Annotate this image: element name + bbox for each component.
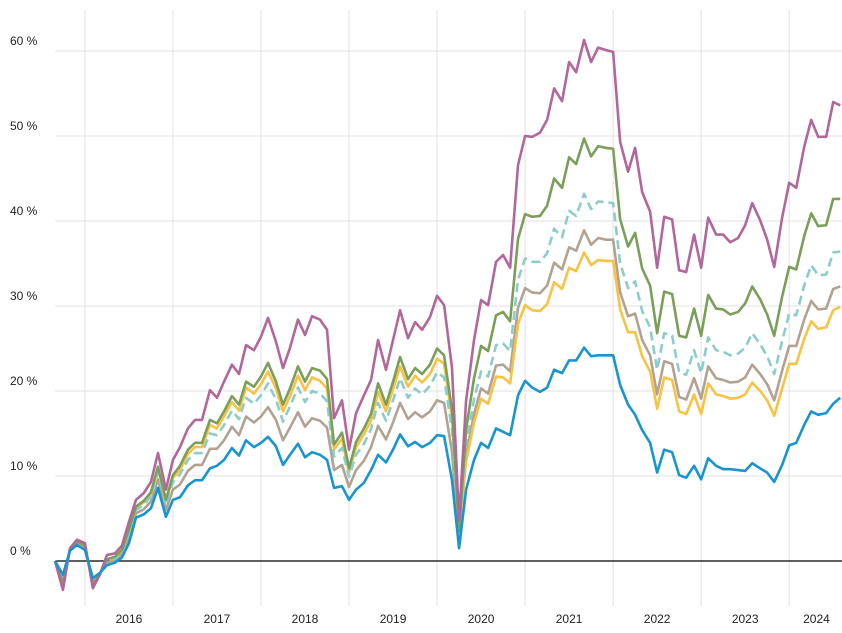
- series-line: [53, 38, 841, 592]
- y-tick-label: 50 %: [10, 119, 38, 133]
- y-tick-label: 0 %: [10, 544, 31, 558]
- x-tick-label: 2016: [116, 612, 143, 626]
- series-line: [53, 137, 841, 586]
- x-tick-label: 2023: [732, 612, 759, 626]
- y-tick-label: 30 %: [10, 289, 38, 303]
- x-tick-label: 2019: [380, 612, 407, 626]
- series-line: [53, 346, 842, 580]
- y-tick-label: 10 %: [10, 459, 38, 473]
- series-line: [53, 192, 841, 584]
- y-tick-label: 20 %: [10, 374, 38, 388]
- x-tick-label: 2020: [468, 612, 495, 626]
- x-tick-label: 2018: [292, 612, 319, 626]
- y-tick-label: 40 %: [10, 204, 38, 218]
- y-tick-label: 60 %: [10, 34, 38, 48]
- x-tick-label: 2022: [644, 612, 671, 626]
- x-tick-label: 2021: [556, 612, 583, 626]
- x-tick-label: 2017: [204, 612, 231, 626]
- x-tick-label: 2024: [803, 612, 830, 626]
- series-line: [53, 229, 841, 582]
